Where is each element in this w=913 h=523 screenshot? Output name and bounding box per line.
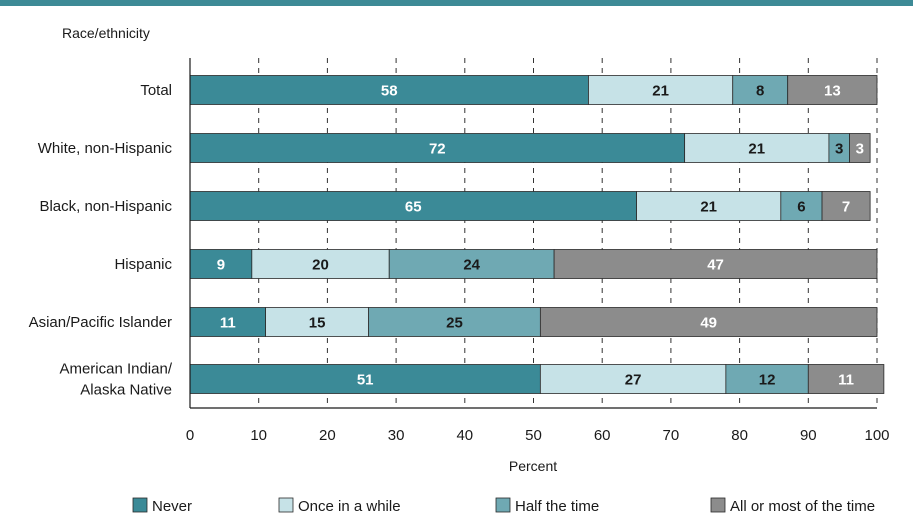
x-tick-label: 0 <box>186 427 194 444</box>
bar-row: American Indian/Alaska Native 51 27 12 11 <box>59 361 885 399</box>
x-tick-label: 20 <box>319 427 336 444</box>
data-label: 21 <box>652 83 669 100</box>
header-rule <box>0 0 913 6</box>
bars: Total 58 21 8 13 White, non-Hispanic 72 21 3 3 Bla… <box>29 75 885 399</box>
category-label: White, non-Hispanic <box>38 140 173 157</box>
bar-segment <box>787 75 878 105</box>
data-label: 3 <box>835 141 843 158</box>
bar-row: Hispanic 9 20 24 47 <box>114 249 878 279</box>
legend-swatch <box>278 497 294 513</box>
category-label: Total <box>140 82 172 99</box>
bar-row: White, non-Hispanic 72 21 3 3 <box>38 133 871 163</box>
data-label: 20 <box>312 257 329 274</box>
data-label: 11 <box>220 315 236 332</box>
x-tick-label: 90 <box>800 427 817 444</box>
legend-swatch <box>495 497 511 513</box>
bar-segment <box>189 364 541 394</box>
data-label: 6 <box>797 199 805 216</box>
data-label: 24 <box>463 257 480 274</box>
legend-item: Once in a while <box>278 497 401 515</box>
data-label: 49 <box>700 315 717 332</box>
grid-lines <box>258 58 878 408</box>
data-label: 47 <box>707 257 724 274</box>
x-tick-label: 50 <box>525 427 542 444</box>
bar-segment <box>539 364 727 394</box>
category-label: American Indian/Alaska Native <box>59 361 172 399</box>
x-axis: 0 10 20 30 40 50 60 70 80 90 100 <box>186 58 890 444</box>
bar-segment <box>265 307 370 337</box>
data-label: 27 <box>625 372 642 389</box>
x-tick-label: 100 <box>864 427 889 444</box>
legend-label: Once in a while <box>298 498 401 515</box>
data-label: 58 <box>381 83 398 100</box>
bar-segment <box>368 307 541 337</box>
y-axis-title: Race/ethnicity <box>62 25 150 41</box>
data-label: 21 <box>700 199 717 216</box>
bar-segment <box>553 249 878 279</box>
bar-row: Black, non-Hispanic 65 21 6 7 <box>39 191 871 221</box>
x-tick-label: 30 <box>388 427 405 444</box>
x-tick-label: 70 <box>663 427 680 444</box>
category-label: Asian/Pacific Islander <box>29 314 172 331</box>
bar-segment <box>539 307 878 337</box>
legend-label: All or most of the time <box>730 498 875 515</box>
x-axis-title: Percent <box>509 458 557 474</box>
data-label: 15 <box>309 315 326 332</box>
bar-segment <box>849 133 871 163</box>
category-label: Hispanic <box>114 256 172 273</box>
bar-segment <box>388 249 555 279</box>
bar-segment <box>684 133 830 163</box>
x-tick-label: 60 <box>594 427 611 444</box>
data-label: 51 <box>357 372 374 389</box>
bar-segment <box>189 249 253 279</box>
legend-item: Never <box>132 497 192 515</box>
x-tick-label: 40 <box>456 427 473 444</box>
legend-label: Half the time <box>515 498 599 515</box>
legend-label: Never <box>152 498 192 515</box>
data-label: 7 <box>842 199 850 216</box>
legend-item: All or most of the time <box>710 497 875 515</box>
bar-segment <box>189 191 637 221</box>
bar-segment <box>807 364 885 394</box>
bar-segment <box>780 191 823 221</box>
legend: Never Once in a while Half the time All or … <box>132 497 875 515</box>
legend-item: Half the time <box>495 497 599 515</box>
legend-swatch <box>710 497 726 513</box>
bar-segment <box>189 133 686 163</box>
data-label: 25 <box>446 315 463 332</box>
x-tick-label: 10 <box>250 427 267 444</box>
data-label: 21 <box>748 141 765 158</box>
legend-swatch <box>132 497 148 513</box>
data-label: 72 <box>429 141 446 158</box>
bar-segment <box>821 191 871 221</box>
x-tick-label: 80 <box>731 427 748 444</box>
data-label: 65 <box>405 199 422 216</box>
data-label: 8 <box>756 83 764 100</box>
data-label: 11 <box>838 372 854 389</box>
data-label: 9 <box>217 257 225 274</box>
bar-row: Total 58 21 8 13 <box>140 75 878 105</box>
bar-segment <box>588 75 734 105</box>
bar-row: Asian/Pacific Islander 11 15 25 49 <box>29 307 878 337</box>
category-label: Black, non-Hispanic <box>39 198 172 215</box>
data-label: 13 <box>824 83 841 100</box>
data-label: 12 <box>759 372 776 389</box>
bar-segment <box>732 75 789 105</box>
data-label: 3 <box>856 141 864 158</box>
